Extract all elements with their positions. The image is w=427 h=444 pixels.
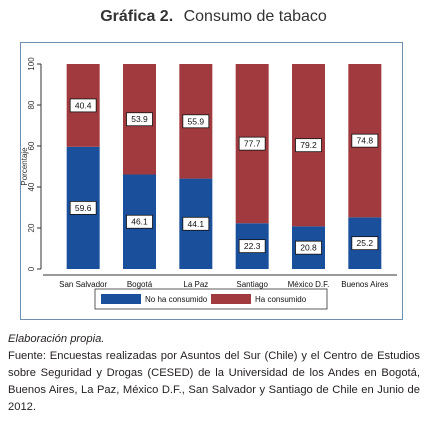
data-label: 40.4 xyxy=(75,100,92,110)
data-label: 77.7 xyxy=(244,139,261,149)
data-label-box xyxy=(238,239,266,254)
data-label-box xyxy=(69,98,97,113)
x-tick-label: La Paz xyxy=(183,280,208,289)
data-label: 55.9 xyxy=(188,116,205,126)
y-tick-label: 20 xyxy=(27,223,36,232)
y-tick-label: 80 xyxy=(27,100,36,109)
x-tick-label: Buenos Aires xyxy=(341,280,388,289)
x-tick-label: Santiago xyxy=(236,280,268,289)
legend-label: Ha consumido xyxy=(255,295,307,304)
y-tick-label: 0 xyxy=(27,266,36,271)
data-label: 53.9 xyxy=(131,114,148,124)
chart-title-number: Gráfica 2. xyxy=(100,8,174,25)
data-label: 44.1 xyxy=(188,219,205,229)
y-tick-label: 60 xyxy=(27,141,36,150)
data-label: 22.3 xyxy=(244,241,261,251)
x-tick-label: México D.F. xyxy=(288,280,330,289)
data-label-box xyxy=(238,136,266,151)
legend-label: No ha consumido xyxy=(145,295,208,304)
data-label-box xyxy=(126,214,153,229)
chart-title-text: Consumo de tabaco xyxy=(183,8,327,25)
data-label-box xyxy=(69,201,97,215)
chart-panel: 0 20 40 60 80 100 Porcentaje 59.6 40.4 San Salvad… xyxy=(20,42,403,320)
data-label: 46.1 xyxy=(131,217,148,227)
data-label: 25.2 xyxy=(357,238,374,248)
y-axis-label: Porcentaje xyxy=(21,147,29,186)
data-label: 59.6 xyxy=(75,203,92,213)
data-label: 20.8 xyxy=(300,243,317,253)
x-tick-label: Bogotá xyxy=(127,280,153,289)
y-tick-label: 40 xyxy=(27,182,36,191)
data-label-box xyxy=(295,240,322,255)
data-label-box xyxy=(182,114,210,129)
legend-swatch xyxy=(101,294,141,304)
data-label-box xyxy=(182,216,210,231)
data-label: 74.8 xyxy=(357,136,374,146)
chart-notes: Elaboración propia. Fuente: Encuestas re… xyxy=(8,331,420,416)
data-label-box xyxy=(351,236,379,251)
data-label-box xyxy=(295,138,322,153)
elaboracion-note: Elaboración propia. xyxy=(8,333,105,345)
source-note: Fuente: Encuestas realizadas por Asuntos… xyxy=(8,350,420,413)
x-tick-label: San Salvador xyxy=(59,280,107,289)
stacked-bar-chart: 0 20 40 60 80 100 Porcentaje 59.6 40.4 San Salvad… xyxy=(21,57,397,310)
data-label: 79.2 xyxy=(300,140,317,150)
chart-title: Gráfica 2. Consumo de tabaco xyxy=(0,8,427,26)
data-label-box xyxy=(126,112,153,127)
y-tick-label: 100 xyxy=(27,57,36,71)
legend-swatch xyxy=(211,294,251,304)
data-label-box xyxy=(351,133,379,148)
